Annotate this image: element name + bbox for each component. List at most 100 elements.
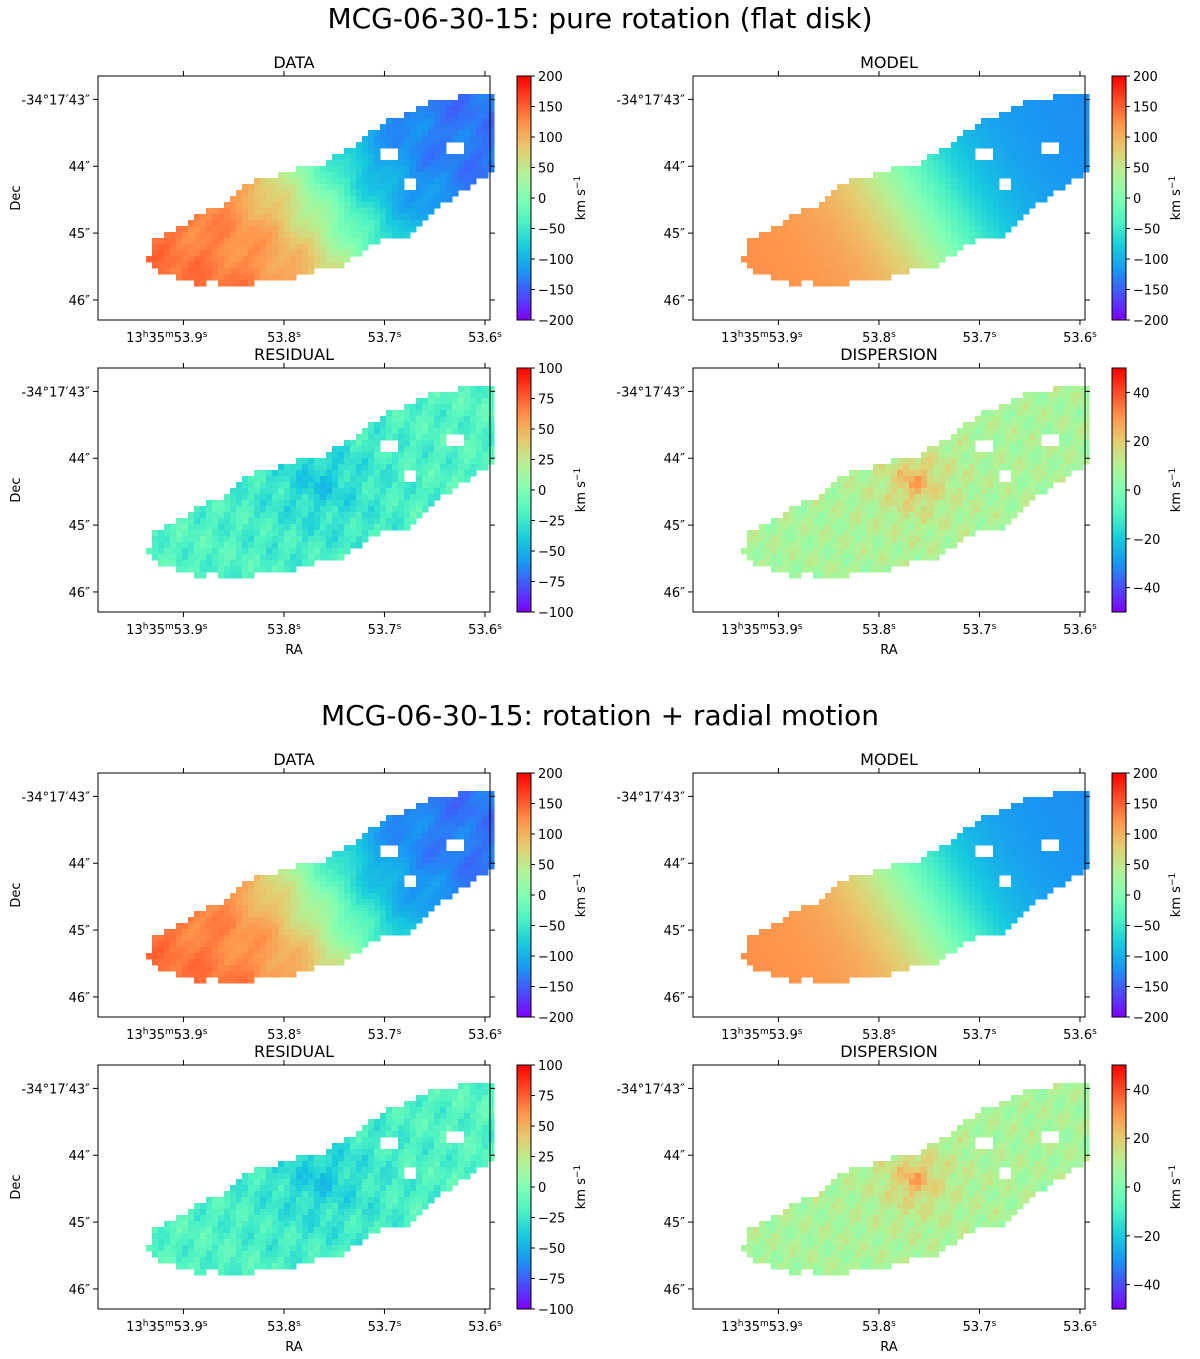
colorbar-unit-label: km s−1 [573,1165,589,1209]
colorbar-tick-label: 100 [538,1059,563,1074]
colorbar [1111,75,1127,321]
axes-frame [692,367,1086,613]
ra-tick-label: 53.8s [862,1027,896,1043]
ra-tick-label: 53.8s [862,330,896,346]
dec-tick-label: -34°17′43″ [616,93,685,108]
colorbar-tick-label: 50 [1133,162,1150,177]
dec-tick-label: 45″ [664,924,686,939]
colorbar-tick-label: −50 [538,920,565,935]
panel-model-radial: MODEL 13h35m53.9s 53.8s 53.7s 53.6s -34°17′43… [595,747,1185,1057]
colorbar-tick-label: −20 [1133,533,1160,548]
dec-tick-label: -34°17′43″ [616,790,685,805]
dec-tick-label: 44″ [664,1149,686,1164]
colorbar-tick-label: −50 [1133,920,1160,935]
colorbar-unit-label: km s−1 [1168,873,1184,917]
dec-axis-label: Dec [9,882,24,907]
colorbar-tick-label: 150 [538,798,563,813]
colorbar [1111,1064,1127,1310]
colorbar-tick-label: 50 [538,423,555,438]
dec-tick-label: 44″ [664,452,686,467]
dec-tick-label: -34°17′43″ [21,790,90,805]
dec-tick-label: 46″ [664,586,686,601]
dec-axis-label: Dec [9,185,24,210]
panel-title: RESIDUAL [254,345,334,364]
axes-frame [692,75,1086,321]
colorbar-tick-label: −200 [538,314,574,329]
ra-tick-label: 53.6s [1063,1027,1097,1043]
panel-title: MODEL [860,750,918,769]
ra-tick-label: 53.7s [368,1319,402,1335]
colorbar-tick-label: 0 [1133,192,1141,207]
panel-title: DISPERSION [840,345,938,364]
colorbar-tick-label: −100 [538,606,574,621]
heatmap-cells [146,791,495,984]
dec-tick-label: 46″ [69,294,91,309]
colorbar-tick-label: 200 [1133,70,1158,85]
panel-dispersion-rotation: DISPERSION 13h35m53.9s 53.8s 53.7s 53.6s -34°… [595,342,1185,658]
dec-tick-label: 46″ [69,991,91,1006]
heatmap-cells [146,386,495,579]
colorbar-tick-label: 0 [538,192,546,207]
axes-frame [97,772,491,1018]
colorbar [516,772,532,1018]
colorbar-tick-label: 20 [1133,1132,1150,1147]
colorbar [1111,772,1127,1018]
colorbar-tick-label: 20 [1133,435,1150,450]
ra-axis-label: RA [285,1340,303,1355]
ra-tick-label: 13h35m53.9s [721,622,803,638]
heatmap-cells [146,94,495,287]
panel-title: RESIDUAL [254,1042,334,1061]
ra-axis-label: RA [880,643,898,658]
ra-tick-label: 13h35m53.9s [126,622,208,638]
panel-title: DATA [273,750,314,769]
dec-tick-label: -34°17′43″ [21,385,90,400]
dec-tick-label: 46″ [69,586,91,601]
panel-residual-rotation: RESIDUAL 13h35m53.9s 53.8s 53.7s 53.6s -34°17… [0,342,590,658]
ra-tick-label: 13h35m53.9s [721,1319,803,1335]
colorbar-tick-label: −75 [538,1273,565,1288]
ra-tick-label: 13h35m53.9s [126,1319,208,1335]
ra-tick-label: 53.8s [862,1319,896,1335]
ra-tick-label: 53.7s [963,1319,997,1335]
colorbar-tick-label: 200 [1133,767,1158,782]
colorbar-tick-label: 50 [538,859,555,874]
colorbar-unit-label: km s−1 [1168,468,1184,512]
ra-tick-label: 53.6s [468,330,502,346]
ra-tick-label: 53.7s [963,622,997,638]
colorbar-tick-label: 25 [538,1151,555,1166]
colorbar-tick-label: 50 [538,1120,555,1135]
ra-tick-label: 53.8s [862,622,896,638]
dec-axis-label: Dec [9,1174,24,1199]
colorbar-tick-label: −100 [538,253,574,268]
colorbar-tick-label: 0 [538,889,546,904]
colorbar-tick-label: 150 [1133,101,1158,116]
ra-tick-label: 53.6s [468,1319,502,1335]
colorbar-tick-label: 100 [1133,828,1158,843]
colorbar-tick-label: 100 [538,362,563,377]
ra-tick-label: 53.7s [368,622,402,638]
colorbar-tick-label: −50 [538,223,565,238]
colorbar-unit-label: km s−1 [573,176,589,220]
colorbar-tick-label: −40 [1133,582,1160,597]
dec-tick-label: -34°17′43″ [21,93,90,108]
ra-tick-label: 53.8s [267,1319,301,1335]
colorbar-tick-label: 0 [1133,1181,1141,1196]
ra-tick-label: 53.6s [468,1027,502,1043]
heatmap-svg: DISPERSION 13h35m53.9s 53.8s 53.7s 53.6s -34°… [616,1042,1184,1355]
colorbar [516,75,532,321]
heatmap-cells [741,791,1090,984]
colorbar-tick-label: 0 [1133,484,1141,499]
dec-tick-label: 46″ [664,991,686,1006]
heatmap-svg: RESIDUAL 13h35m53.9s 53.8s 53.7s 53.6s -34°17… [9,345,589,658]
colorbar-tick-label: 100 [538,131,563,146]
colorbar-tick-label: 100 [538,828,563,843]
dec-tick-label: 44″ [69,160,91,175]
panel-title: MODEL [860,53,918,72]
colorbar-tick-label: −25 [538,515,565,530]
colorbar-unit-label: km s−1 [573,468,589,512]
section-title-radial-motion: MCG-06-30-15: rotation + radial motion [320,699,880,732]
colorbar-unit-label: km s−1 [573,873,589,917]
colorbar-tick-label: 40 [1133,1083,1150,1098]
ra-tick-label: 53.8s [267,330,301,346]
